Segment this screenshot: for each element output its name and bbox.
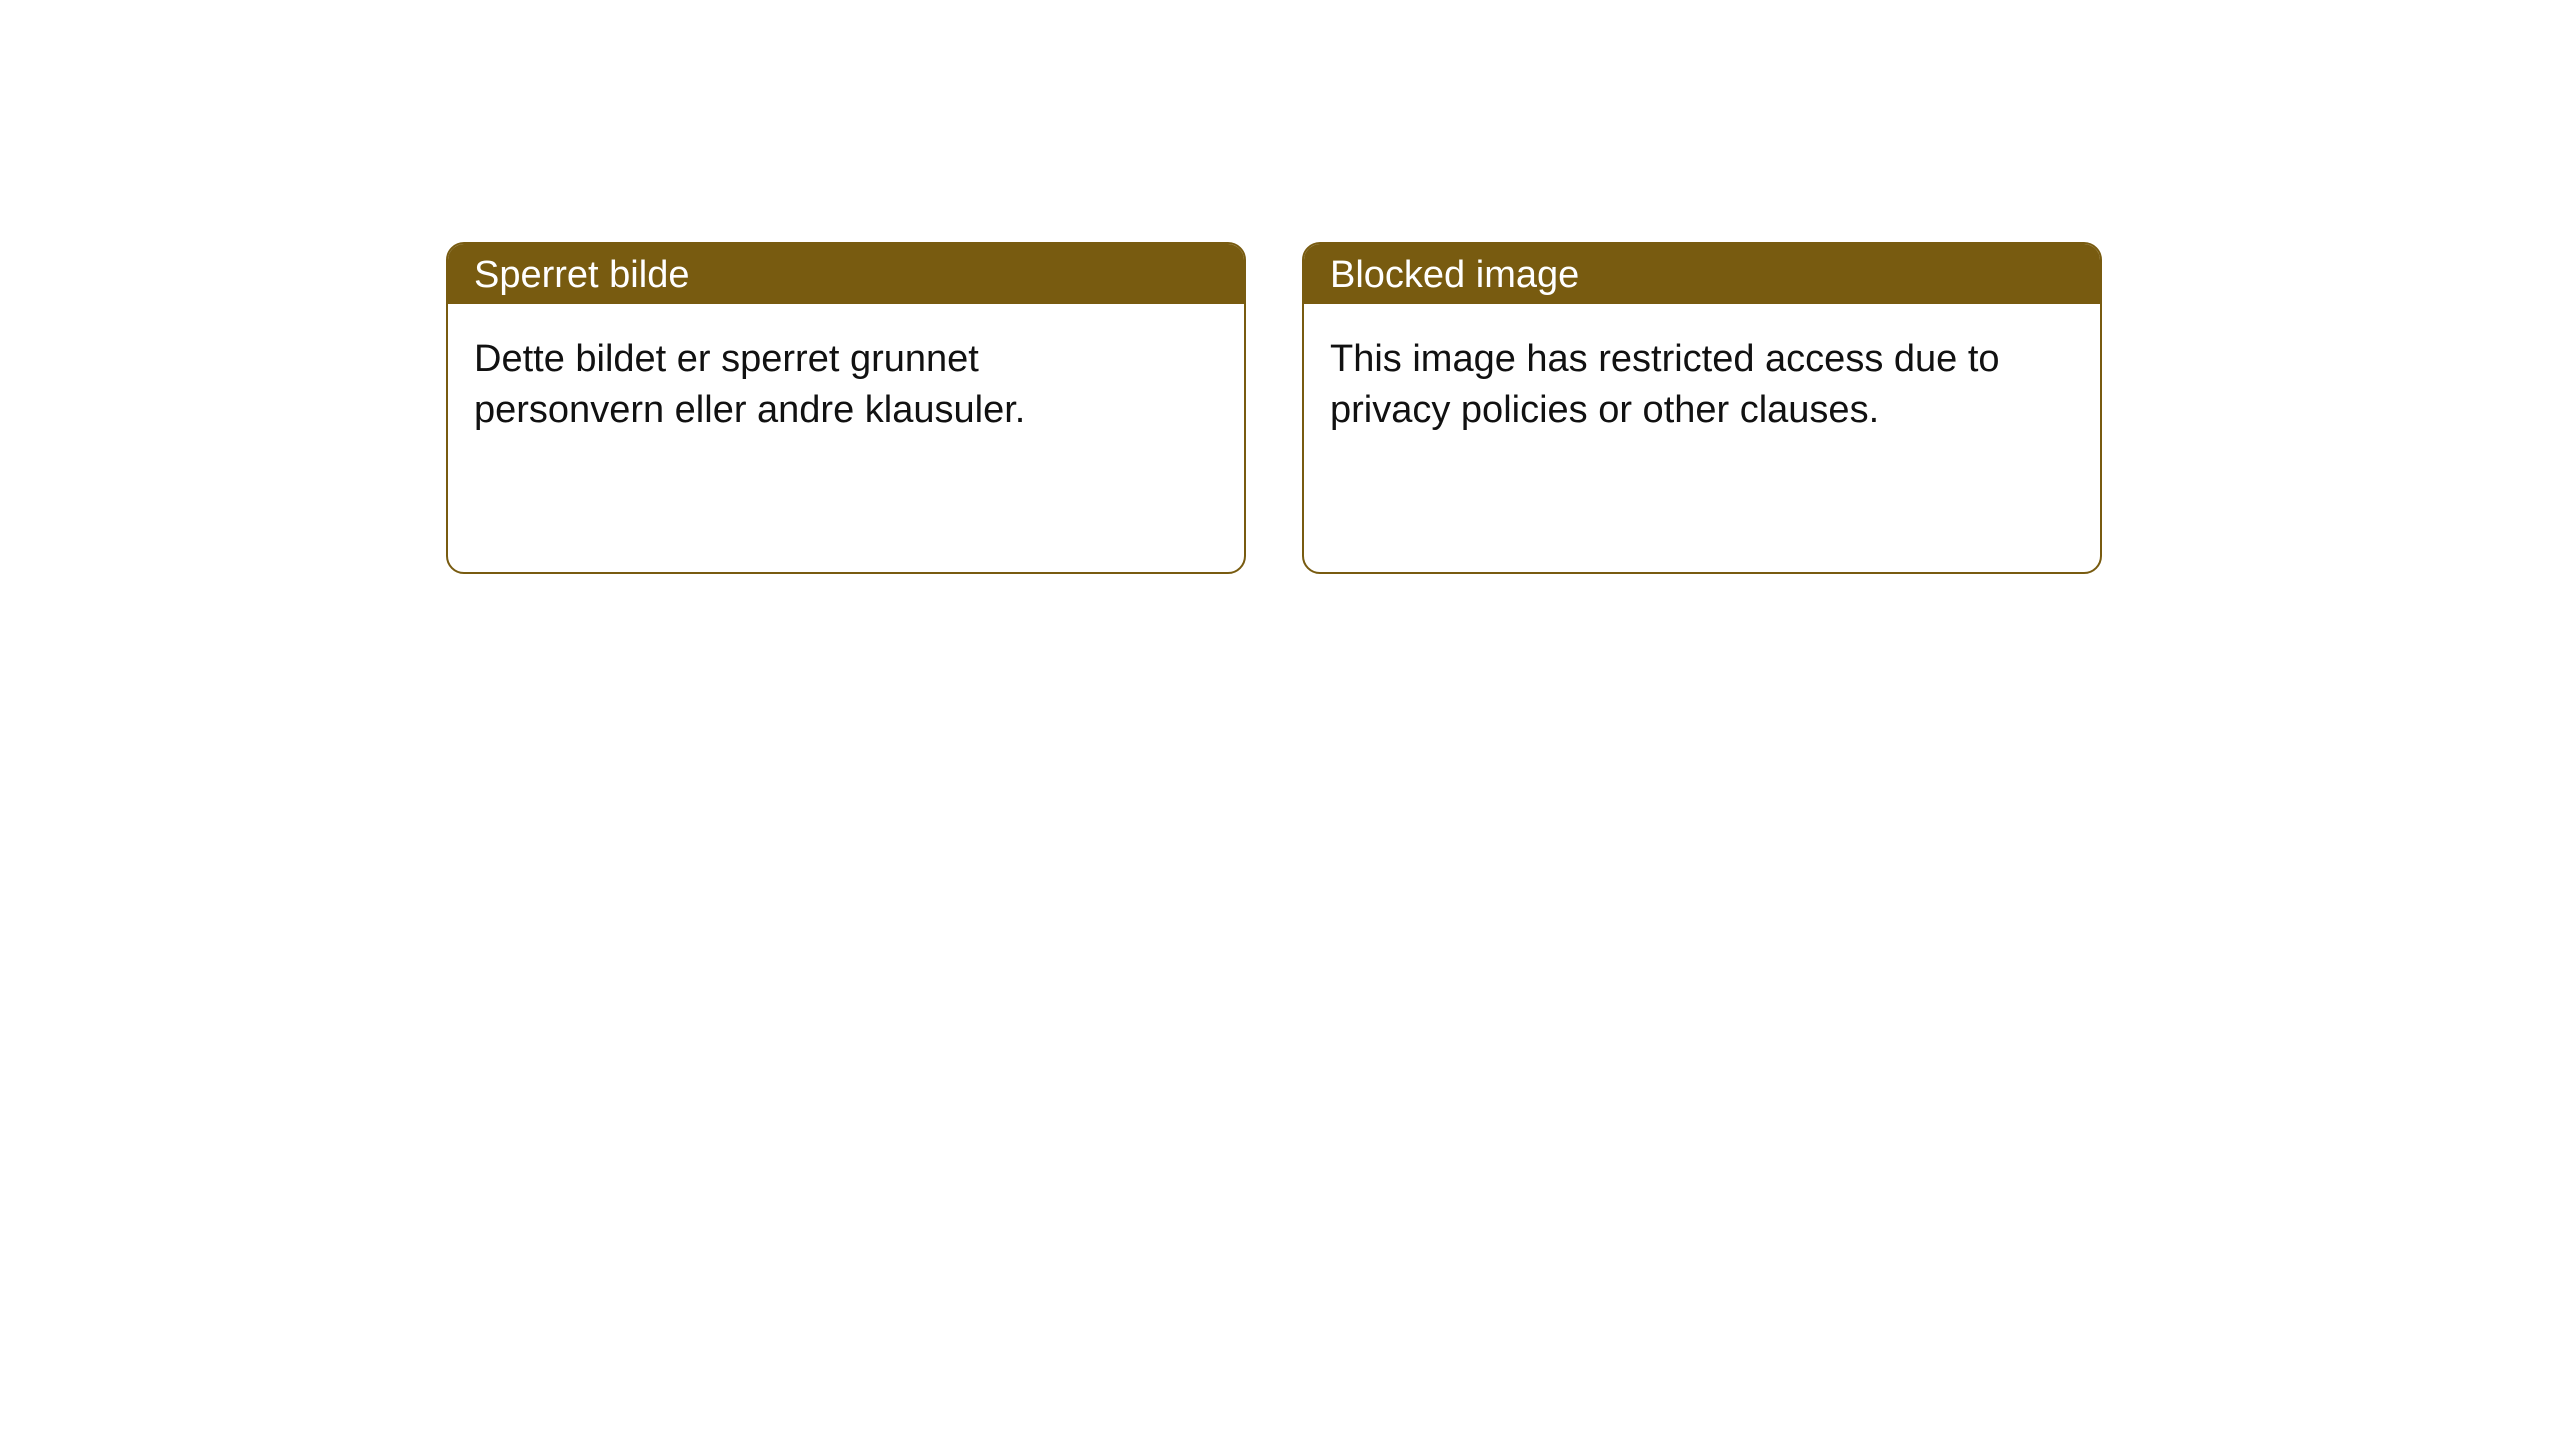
notice-card-no: Sperret bilde Dette bildet er sperret gr… xyxy=(446,242,1246,574)
notice-title-en: Blocked image xyxy=(1304,244,2100,304)
notice-body-en: This image has restricted access due to … xyxy=(1304,304,2036,436)
notice-body-no: Dette bildet er sperret grunnet personve… xyxy=(448,304,1180,436)
notice-container: Sperret bilde Dette bildet er sperret gr… xyxy=(0,0,2560,574)
notice-card-en: Blocked image This image has restricted … xyxy=(1302,242,2102,574)
notice-title-no: Sperret bilde xyxy=(448,244,1244,304)
